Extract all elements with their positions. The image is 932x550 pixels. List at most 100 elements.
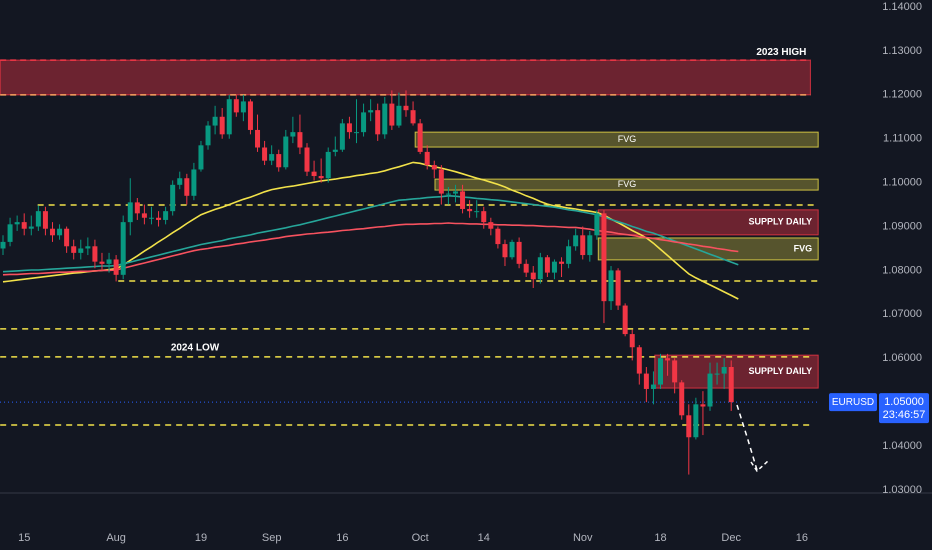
- y-tick-label: 1.12000: [882, 89, 922, 101]
- candle-body: [516, 241, 522, 264]
- zone: [0, 59, 811, 96]
- candle-body: [99, 261, 105, 264]
- candle-body: [113, 259, 119, 275]
- candle-body: [587, 235, 593, 256]
- candle-body: [35, 211, 41, 227]
- zone-label: FVG: [618, 134, 637, 144]
- x-tick-label: Nov: [573, 532, 593, 544]
- candle-body: [467, 208, 473, 212]
- candle-body: [283, 136, 289, 168]
- y-tick-label: 1.06000: [882, 352, 922, 364]
- price-label: 1.05000: [884, 396, 924, 408]
- candle-body: [544, 257, 550, 273]
- candle-body: [205, 125, 211, 146]
- candle-body: [460, 191, 466, 209]
- candle-body: [424, 151, 430, 166]
- candle-body: [523, 263, 529, 273]
- candle-body: [354, 132, 359, 134]
- candle-body: [566, 246, 572, 264]
- candle-body: [346, 123, 352, 133]
- zone-label: SUPPLY DAILY: [748, 366, 812, 376]
- candle-body: [0, 241, 6, 249]
- candle-body: [389, 103, 395, 126]
- candle-body: [580, 235, 586, 256]
- x-tick-label: 18: [654, 532, 666, 544]
- symbol-tag: [829, 393, 877, 412]
- x-tick-label: 16: [336, 532, 348, 544]
- candle-body: [375, 110, 381, 135]
- candle-body: [290, 132, 296, 137]
- candle-body: [318, 176, 324, 179]
- y-tick-label: 1.13000: [882, 45, 922, 57]
- candle-body: [120, 222, 126, 275]
- candle-body: [474, 211, 480, 213]
- candle-body: [71, 246, 77, 253]
- candle-body: [650, 384, 656, 389]
- candle-body: [177, 178, 183, 185]
- x-tick-label: 19: [195, 532, 207, 544]
- zone-label: SUPPLY DAILY: [748, 217, 812, 227]
- projection-arrow: [736, 404, 758, 471]
- candle-body: [92, 246, 98, 262]
- price-tag: [879, 393, 929, 424]
- candle-body: [276, 154, 282, 168]
- candle-body: [339, 123, 345, 150]
- candle-body: [410, 110, 416, 124]
- candle-body: [495, 228, 501, 245]
- candle-body: [693, 404, 699, 438]
- candle-body: [233, 99, 239, 113]
- candle-body: [85, 246, 91, 249]
- y-tick-label: 1.14000: [882, 1, 922, 13]
- candle-body: [636, 347, 642, 374]
- candle-body: [502, 244, 508, 258]
- candle-body: [608, 270, 614, 302]
- candle-body: [643, 373, 649, 389]
- candle-body: [247, 101, 253, 130]
- y-tick-label: 1.09000: [882, 220, 922, 232]
- y-tick-label: 1.11000: [883, 133, 922, 145]
- candle-body: [707, 373, 713, 407]
- candle-body: [672, 360, 678, 383]
- candle-body: [728, 367, 734, 403]
- candle-body: [304, 147, 310, 172]
- candle-body: [573, 235, 579, 247]
- candle-body: [170, 184, 176, 212]
- candle-body: [438, 169, 444, 194]
- candle-body: [488, 222, 494, 229]
- y-tick-label: 1.04000: [882, 440, 922, 452]
- candle-body: [601, 213, 607, 302]
- candle-body: [212, 116, 218, 126]
- symbol-label: EURUSD: [832, 397, 874, 408]
- candle-body: [78, 248, 84, 253]
- candle-body: [141, 213, 147, 218]
- zone: [434, 178, 819, 191]
- candle-body: [106, 259, 112, 264]
- level-label: 2024 LOW: [171, 343, 220, 354]
- candle-body: [452, 191, 458, 194]
- countdown-label: 23:46:57: [883, 409, 926, 421]
- candle-body: [219, 116, 225, 135]
- candle-body: [665, 358, 671, 361]
- candle-body: [594, 213, 600, 236]
- candle-body: [551, 261, 557, 273]
- candle-body: [226, 99, 232, 135]
- candle-body: [530, 272, 536, 280]
- candle-body: [191, 169, 197, 196]
- y-tick-label: 1.10000: [882, 177, 922, 189]
- candle-body: [396, 105, 402, 126]
- y-tick-label: 1.07000: [882, 308, 922, 320]
- candle-body: [148, 217, 154, 219]
- candle-body: [269, 154, 275, 161]
- zone-label: FVG: [794, 243, 813, 253]
- candle-body: [297, 132, 303, 148]
- candle-body: [28, 226, 34, 229]
- zone-label: 2023 HIGH: [756, 47, 806, 58]
- candle-body: [14, 222, 20, 225]
- candle-body: [361, 112, 367, 133]
- candle-body: [559, 261, 565, 264]
- candle-body: [255, 129, 261, 148]
- candle-body: [700, 404, 706, 407]
- candle-body: [134, 202, 140, 214]
- candle-body: [445, 193, 451, 195]
